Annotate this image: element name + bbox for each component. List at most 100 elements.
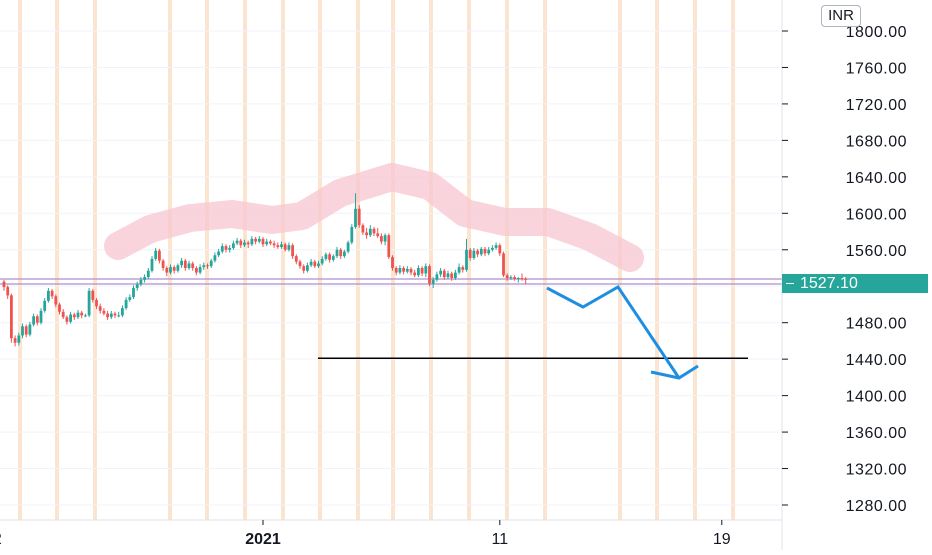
currency-badge[interactable]: INR: [821, 5, 861, 27]
candle-body: [320, 258, 324, 264]
candle: [235, 237, 239, 246]
candle-body: [54, 296, 58, 305]
candle: [202, 262, 206, 270]
candle: [32, 313, 35, 327]
candle: [509, 275, 513, 280]
candle-body: [454, 272, 457, 279]
candle: [109, 310, 113, 320]
candle-body: [409, 268, 413, 273]
candle: [354, 193, 357, 229]
candle: [520, 273, 524, 281]
candle-body: [509, 277, 513, 279]
candle: [206, 263, 209, 269]
candle-body: [435, 274, 439, 280]
candle-body: [65, 317, 69, 322]
candle-body: [280, 244, 283, 248]
candle: [476, 248, 479, 258]
candle-body: [302, 266, 306, 271]
candle: [87, 288, 91, 318]
candle: [465, 238, 468, 272]
candle-body: [213, 255, 217, 261]
session-band: [318, 0, 322, 520]
y-tick-label: 1400.00: [846, 389, 907, 406]
candle: [213, 252, 217, 263]
candle: [132, 285, 135, 299]
candle-body: [80, 312, 84, 316]
candle-body: [158, 250, 161, 261]
candle: [402, 266, 405, 275]
candle: [124, 297, 128, 310]
candle-body: [405, 268, 409, 272]
candle-body: [220, 246, 224, 252]
session-band: [18, 0, 22, 520]
candle-body: [10, 295, 13, 339]
candle: [220, 243, 224, 254]
y-tick-label: 1640.00: [846, 170, 907, 187]
candle-body: [128, 297, 132, 300]
candle: [350, 224, 354, 245]
candle-body: [232, 243, 235, 248]
candle-body: [206, 265, 209, 267]
candle: [269, 239, 272, 246]
candle: [468, 247, 472, 261]
candle-body: [265, 241, 269, 245]
candle: [28, 321, 32, 337]
candle: [39, 308, 43, 325]
candle: [195, 266, 198, 276]
candle-body: [350, 226, 354, 243]
candle: [524, 277, 528, 285]
candle-body: [246, 242, 250, 245]
candle: [113, 311, 117, 319]
candle-body: [202, 265, 206, 268]
candle-body: [461, 267, 465, 270]
candle-body: [195, 268, 198, 273]
candle: [150, 256, 154, 273]
y-tick-label: 1560.00: [846, 243, 907, 260]
candle: [454, 269, 457, 280]
candle-body: [354, 208, 357, 227]
candle-body: [146, 270, 150, 278]
candle-body: [368, 228, 372, 236]
candle-body: [468, 249, 472, 258]
candle: [261, 237, 265, 248]
candle: [428, 264, 431, 287]
candle: [239, 238, 243, 248]
candle-body: [331, 256, 335, 260]
candle: [298, 259, 302, 269]
candle-body: [502, 253, 505, 276]
candle-body: [69, 314, 72, 322]
y-tick-label: 1680.00: [846, 133, 907, 150]
candle-body: [291, 245, 294, 257]
x-tick-label: 11: [491, 531, 508, 548]
candle: [54, 294, 58, 308]
candle: [365, 227, 368, 239]
candle: [287, 242, 291, 252]
candle-body: [91, 290, 95, 300]
candle-body: [491, 247, 494, 250]
candle: [224, 244, 228, 253]
candle: [191, 261, 195, 271]
candle: [513, 275, 516, 281]
candle: [302, 264, 306, 274]
candle-body: [106, 313, 109, 318]
session-band: [429, 0, 433, 520]
candle-body: [235, 240, 239, 244]
session-band: [55, 0, 59, 520]
candle-body: [398, 268, 402, 273]
candle-body: [457, 267, 461, 273]
candle: [483, 247, 487, 257]
candle: [169, 264, 172, 275]
projection-bounce: [650, 364, 699, 380]
candle: [232, 240, 235, 250]
candle-body: [479, 248, 483, 255]
candle-body: [357, 208, 361, 226]
candle-body: [361, 225, 365, 233]
candle-body: [431, 279, 435, 284]
session-band: [356, 0, 360, 520]
candle: [246, 240, 250, 248]
candle: [198, 264, 202, 275]
candle-body: [254, 238, 257, 242]
candle-body: [413, 272, 417, 276]
candle-body: [135, 284, 139, 289]
